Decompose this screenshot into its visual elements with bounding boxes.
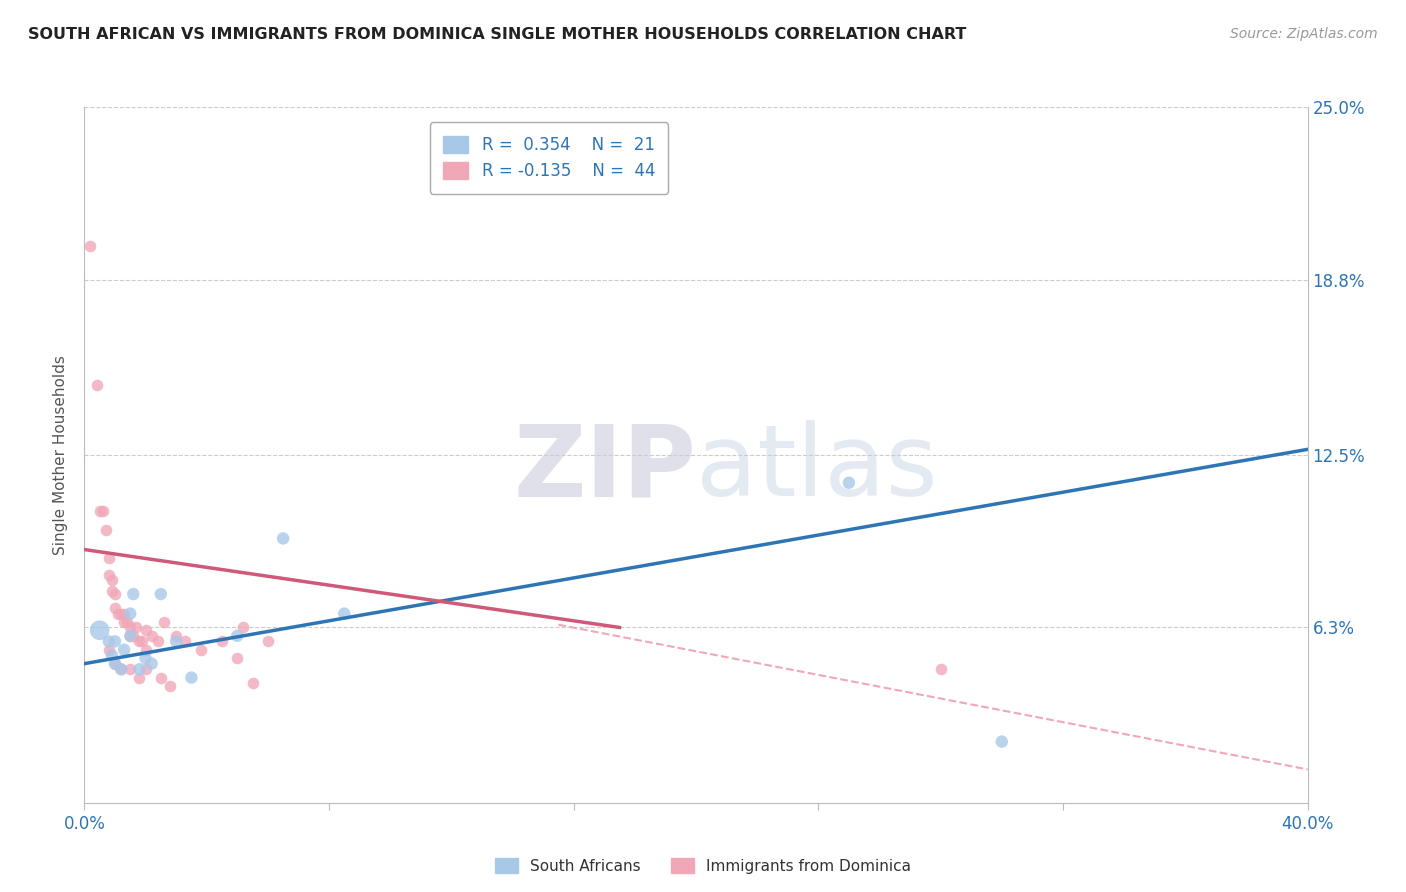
Point — [120, 629, 142, 643]
Point — [838, 475, 860, 490]
Point — [120, 620, 142, 634]
Point — [112, 607, 135, 621]
Point — [153, 615, 176, 629]
Point — [97, 550, 120, 565]
Point — [122, 587, 145, 601]
Point — [257, 634, 280, 648]
Point — [110, 662, 132, 676]
Text: Source: ZipAtlas.com: Source: ZipAtlas.com — [1230, 27, 1378, 41]
Point — [232, 620, 254, 634]
Point — [94, 523, 117, 537]
Text: SOUTH AFRICAN VS IMMIGRANTS FROM DOMINICA SINGLE MOTHER HOUSEHOLDS CORRELATION C: SOUTH AFRICAN VS IMMIGRANTS FROM DOMINIC… — [28, 27, 966, 42]
Point — [89, 503, 111, 517]
Point — [101, 573, 124, 587]
Point — [104, 634, 127, 648]
Point — [110, 607, 132, 621]
Point — [135, 624, 157, 638]
Point — [104, 657, 127, 671]
Point — [120, 662, 142, 676]
Point — [101, 584, 124, 599]
Point — [271, 532, 294, 546]
Text: ZIP: ZIP — [513, 420, 696, 517]
Point — [174, 634, 197, 648]
Point — [141, 629, 163, 643]
Point — [226, 629, 249, 643]
Point — [135, 662, 157, 676]
Point — [104, 601, 127, 615]
Point — [165, 634, 187, 648]
Point — [211, 634, 233, 648]
Point — [180, 671, 202, 685]
Point — [242, 676, 264, 690]
Point — [120, 607, 142, 621]
Point — [190, 642, 212, 657]
Point — [104, 657, 127, 671]
Legend: South Africans, Immigrants from Dominica: South Africans, Immigrants from Dominica — [489, 852, 917, 880]
Point — [112, 615, 135, 629]
Point — [141, 657, 163, 671]
Point — [131, 634, 153, 648]
Point — [135, 642, 157, 657]
Point — [128, 662, 150, 676]
Text: atlas: atlas — [696, 420, 938, 517]
Point — [135, 651, 157, 665]
Point — [97, 634, 120, 648]
Point — [122, 629, 145, 643]
Point — [146, 634, 169, 648]
Legend: R =  0.354    N =  21, R = -0.135    N =  44: R = 0.354 N = 21, R = -0.135 N = 44 — [430, 122, 668, 194]
Point — [112, 642, 135, 657]
Point — [91, 503, 114, 517]
Point — [128, 671, 150, 685]
Point — [149, 671, 172, 685]
Point — [97, 567, 120, 582]
Point — [991, 734, 1014, 748]
Point — [120, 629, 142, 643]
Point — [79, 239, 101, 253]
Point — [89, 624, 111, 638]
Point — [149, 587, 172, 601]
Point — [159, 679, 181, 693]
Point — [104, 587, 127, 601]
Point — [107, 607, 129, 621]
Point — [115, 615, 138, 629]
Point — [226, 651, 249, 665]
Point — [97, 642, 120, 657]
Point — [165, 629, 187, 643]
Point — [125, 620, 148, 634]
Point — [101, 648, 124, 663]
Point — [86, 378, 108, 392]
Point — [110, 662, 132, 676]
Point — [929, 662, 952, 676]
Point — [333, 607, 356, 621]
Point — [128, 634, 150, 648]
Y-axis label: Single Mother Households: Single Mother Households — [53, 355, 69, 555]
